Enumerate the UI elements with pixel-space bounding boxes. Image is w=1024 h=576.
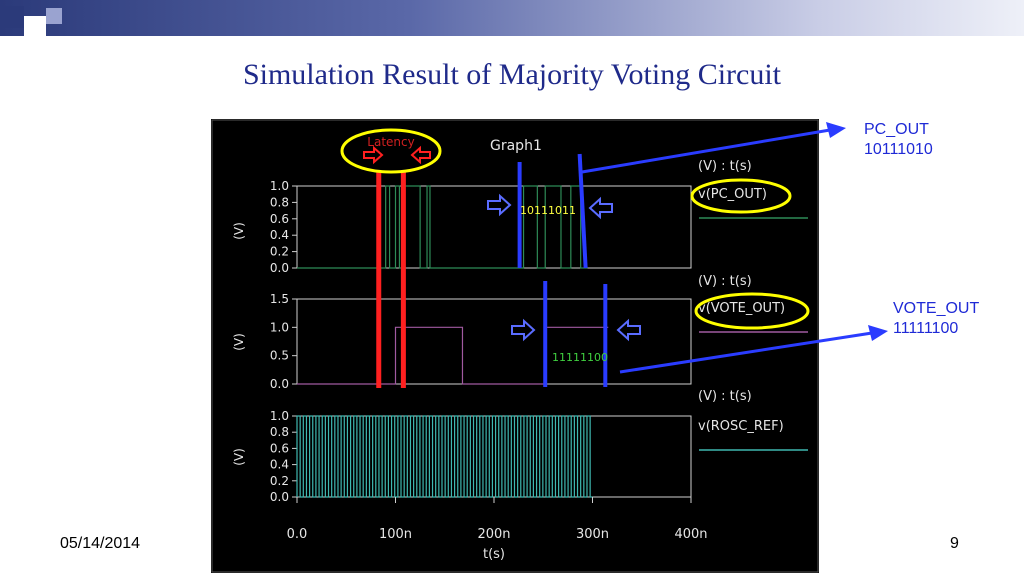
vote-out-callout-label: VOTE_OUT bbox=[893, 300, 980, 317]
legend-unit-label: (V) : t(s) bbox=[698, 159, 752, 174]
vote-out-highlight-circle bbox=[694, 292, 810, 330]
x-tick-label: 0.0 bbox=[287, 527, 308, 542]
logo-square-light bbox=[46, 8, 62, 24]
x-tick-label: 300n bbox=[576, 527, 609, 542]
vote-out-callout: VOTE_OUT 11111100 bbox=[893, 299, 979, 339]
latency-label: Latency bbox=[367, 135, 414, 149]
slide-date: 05/14/2014 bbox=[60, 535, 141, 552]
y-tick-label: 0.8 bbox=[270, 195, 289, 209]
vote-out-callout-bits: 11111100 bbox=[893, 320, 959, 337]
y-tick-label: 1.0 bbox=[270, 179, 289, 193]
pc-out-pointer-head bbox=[826, 122, 846, 138]
legend-series-name: v(PC_OUT) bbox=[698, 187, 767, 202]
series-trace-vpc-out bbox=[297, 185, 588, 269]
y-tick-label: 0.0 bbox=[270, 490, 289, 504]
y-tick-label: 0.0 bbox=[270, 261, 289, 275]
vote-bits-arrow-left bbox=[616, 318, 641, 342]
pc-out-highlight-circle bbox=[690, 178, 792, 214]
logo-square-white bbox=[24, 16, 46, 38]
pc-out-callout-label: PC_OUT bbox=[864, 121, 929, 138]
y-tick-label: 0.4 bbox=[270, 228, 289, 242]
pc-out-callout: PC_OUT 10111010 bbox=[864, 120, 933, 160]
pc-out-pointer-line bbox=[581, 128, 831, 174]
x-tick-label: 100n bbox=[379, 527, 412, 542]
legend-series-name: v(ROSC_REF) bbox=[698, 419, 784, 434]
legend-series-name: v(VOTE_OUT) bbox=[698, 301, 785, 316]
slide-page-number: 9 bbox=[950, 535, 959, 552]
series-trace-vrosc-ref bbox=[296, 415, 593, 498]
vote-out-pointer-head bbox=[868, 325, 888, 341]
pc-out-callout-bits: 10111010 bbox=[864, 141, 933, 158]
y-tick-label: 1.5 bbox=[270, 292, 289, 306]
logo-square-dark bbox=[2, 6, 24, 28]
scope-border bbox=[211, 119, 819, 573]
legend-unit-label: (V) : t(s) bbox=[698, 274, 752, 289]
vote-out-pointer-line bbox=[619, 331, 873, 374]
y-tick-label: 0.8 bbox=[270, 425, 289, 439]
x-tick-label: 200n bbox=[477, 527, 510, 542]
graph-title: Graph1 bbox=[490, 138, 542, 154]
vote-bits-annotation: 11111100 bbox=[552, 351, 608, 364]
y-tick-label: 0.0 bbox=[270, 377, 289, 391]
y-tick-label: 0.5 bbox=[270, 349, 289, 363]
y-tick-label: 0.2 bbox=[270, 474, 289, 488]
pc-window-marker-right bbox=[577, 153, 588, 269]
y-tick-label: 0.6 bbox=[270, 212, 289, 226]
y-axis-label: (V) bbox=[232, 333, 246, 351]
y-tick-label: 0.6 bbox=[270, 441, 289, 455]
y-axis-label: (V) bbox=[232, 222, 246, 240]
y-tick-label: 1.0 bbox=[270, 320, 289, 334]
y-tick-label: 0.2 bbox=[270, 245, 289, 259]
vote-bits-arrow-right bbox=[511, 318, 536, 342]
y-tick-label: 1.0 bbox=[270, 409, 289, 423]
slide-title: Simulation Result of Majority Voting Cir… bbox=[242, 58, 782, 91]
pc-bits-arrow-left bbox=[588, 196, 613, 220]
latency-arrow-left bbox=[410, 145, 431, 165]
legend-unit-label: (V) : t(s) bbox=[698, 389, 752, 404]
y-axis-label: (V) bbox=[232, 448, 246, 466]
latency-arrow-right bbox=[363, 145, 384, 165]
x-axis-label: t(s) bbox=[483, 547, 505, 562]
pc-bits-annotation: 10111011 bbox=[520, 204, 576, 217]
pc-bits-arrow-right bbox=[487, 193, 512, 217]
x-tick-label: 400n bbox=[674, 527, 707, 542]
y-tick-label: 0.4 bbox=[270, 458, 289, 472]
slide-header-band bbox=[0, 0, 1024, 36]
latency-highlight-circle bbox=[340, 128, 442, 174]
